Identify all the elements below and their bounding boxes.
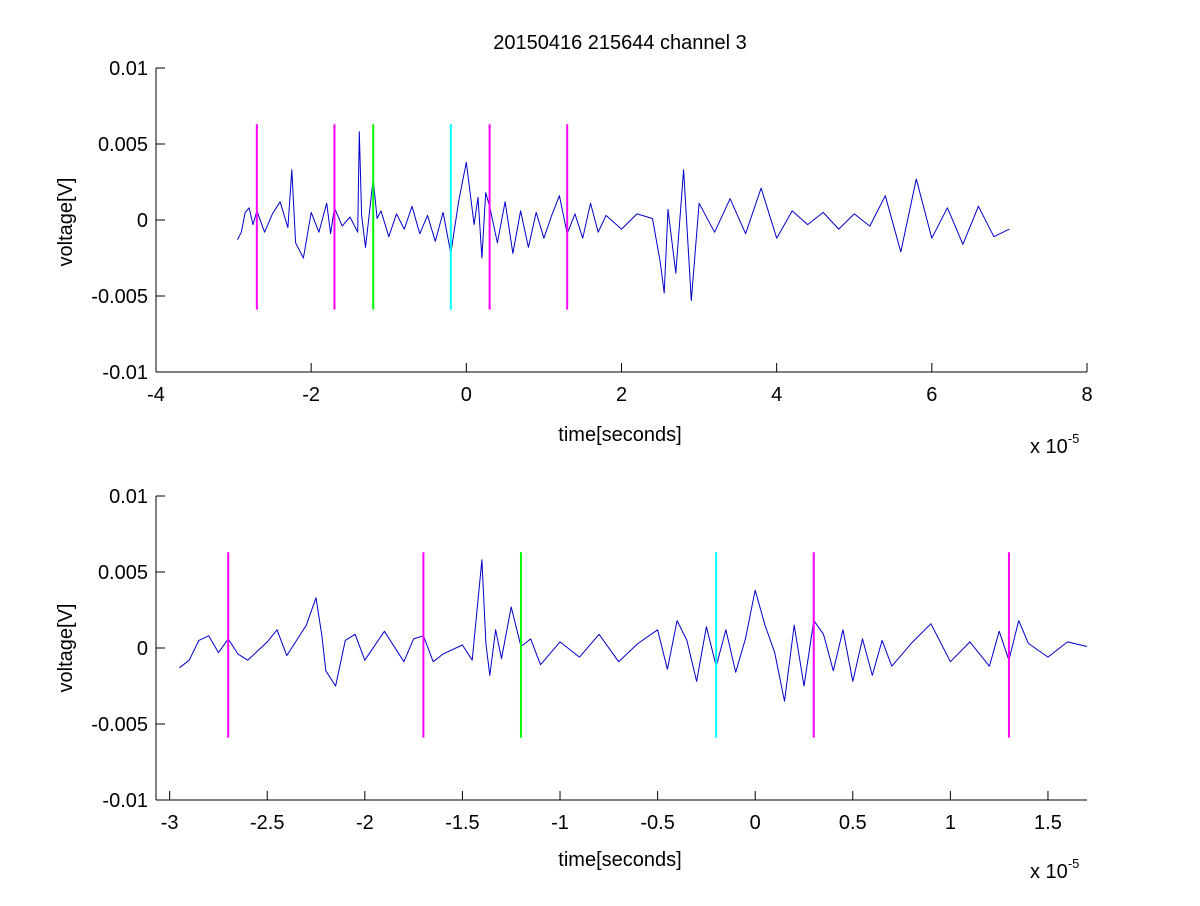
bottom-y-tick-label: 0.01 (109, 486, 148, 508)
top-series-group (237, 131, 1010, 302)
top-x-tick-label: -4 (147, 384, 165, 406)
bottom-y-axis-label: voltage[V] (55, 604, 77, 693)
top-x-tick-label: -2 (302, 384, 320, 406)
bottom-x-tick-label: 1.5 (1034, 812, 1062, 834)
bottom-x-tick-label: -1.5 (445, 812, 479, 834)
bottom-x-tick-label: -1 (551, 812, 569, 834)
top-x-tick-label: 2 (616, 384, 627, 406)
top-series-line (237, 131, 1010, 302)
bottom-series-group (179, 559, 1088, 702)
bottom-y-tick-label: -0.01 (102, 790, 148, 812)
bottom-x-tick-label: -2 (356, 812, 374, 834)
bottom-x-tick-label: 0 (750, 812, 761, 834)
bottom-y-tick-label: 0 (137, 638, 148, 660)
top-y-tick-label: 0.01 (109, 58, 148, 80)
bottom-x-tick-label: -2.5 (250, 812, 284, 834)
top-y-tick-label: 0.005 (98, 134, 148, 156)
top-y-tick-label: -0.005 (91, 286, 148, 308)
bottom-x-ticks: -3 -2.5 -2 -1.5 -1 -0.5 0 0.5 1 1.5 (161, 791, 1062, 834)
top-x-tick-label: 0 (461, 384, 472, 406)
chart-title: 20150416 215644 channel 3 (493, 32, 747, 54)
bottom-x-exponent-base: x 10 (1030, 861, 1068, 883)
top-x-axis-label: time[seconds] (558, 424, 681, 446)
bottom-x-exponent-power: -5 (1068, 856, 1080, 871)
bottom-y-ticks: 0.01 0.005 0 -0.005 -0.01 (91, 486, 165, 812)
bottom-x-exponent: x 10-5 (1030, 856, 1079, 883)
bottom-y-tick-label: -0.005 (91, 714, 148, 736)
top-x-tick-label: 8 (1081, 384, 1092, 406)
bottom-x-tick-label: 0.5 (839, 812, 867, 834)
bottom-x-tick-label: -0.5 (640, 812, 674, 834)
top-x-ticks: -4 -2 0 2 4 6 8 (147, 363, 1093, 406)
bottom-x-axis-label: time[seconds] (558, 849, 681, 871)
chart-bottom: -3 -2.5 -2 -1.5 -1 -0.5 0 0.5 1 1.5 0.01 0.005 0 -0.… (55, 486, 1088, 883)
top-x-tick-label: 4 (771, 384, 782, 406)
top-x-exponent: x 10-5 (1030, 431, 1079, 458)
bottom-series-line (179, 559, 1088, 702)
bottom-x-tick-label: 1 (945, 812, 956, 834)
top-y-axis-label: voltage[V] (55, 178, 77, 267)
chart-top: 20150416 215644 channel 3 -4 -2 0 2 4 6 8 0.01… (55, 32, 1093, 458)
top-x-exponent-base: x 10 (1030, 436, 1068, 458)
top-y-tick-label: 0 (137, 210, 148, 232)
top-x-tick-label: 6 (926, 384, 937, 406)
top-markers-group (255, 124, 569, 310)
bottom-x-tick-label: -3 (161, 812, 179, 834)
top-y-tick-label: -0.01 (102, 362, 148, 384)
top-y-ticks: 0.01 0.005 0 -0.005 -0.01 (91, 58, 165, 384)
bottom-y-tick-label: 0.005 (98, 562, 148, 584)
bottom-markers-group (227, 552, 1010, 738)
top-x-exponent-power: -5 (1068, 431, 1080, 446)
